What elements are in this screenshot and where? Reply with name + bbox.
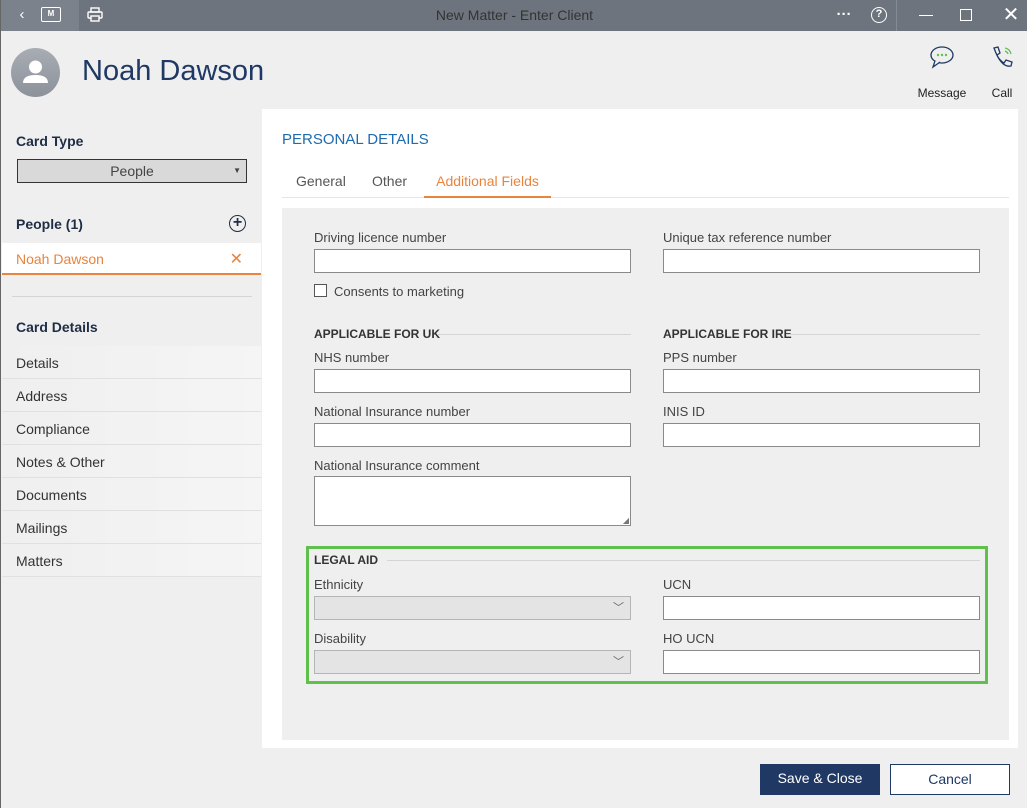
message-icon [930, 46, 954, 69]
driving-licence-label: Driving licence number [314, 230, 447, 245]
add-person-icon[interactable]: + [229, 215, 246, 232]
inis-label: INIS ID [663, 404, 705, 419]
ethnicity-label: Ethnicity [314, 577, 364, 592]
ni-label: National Insurance number [314, 404, 471, 419]
remove-person-icon[interactable]: ✕ [229, 251, 243, 268]
cancel-button[interactable]: Cancel [890, 764, 1010, 795]
window-title: New Matter - Enter Client [435, 7, 594, 23]
call-label: Call [991, 86, 1013, 100]
ucn-input[interactable] [663, 596, 980, 620]
uk-section-heading: APPLICABLE FOR UK [314, 327, 440, 341]
consents-checkbox[interactable] [314, 284, 327, 297]
ni-input[interactable] [314, 423, 631, 447]
divider [12, 296, 252, 297]
chevron-down-icon: ﹀ [613, 656, 624, 668]
utr-input[interactable] [663, 249, 980, 273]
ho-ucn-input[interactable] [663, 650, 980, 674]
ho-ucn-label: HO UCN [663, 631, 715, 646]
save-close-button[interactable]: Save & Close [760, 764, 880, 795]
divider [786, 334, 980, 335]
ire-section-heading: APPLICABLE FOR IRE [663, 327, 792, 341]
legal-aid-heading: LEGAL AID [314, 553, 379, 567]
person-name: Noah Dawson [16, 251, 104, 267]
ethnicity-select[interactable]: ﹀ [314, 596, 631, 620]
phone-icon [993, 46, 1013, 67]
divider [896, 0, 897, 31]
minimize-icon[interactable] [919, 15, 933, 16]
caret-down-icon: ▼ [233, 166, 241, 175]
matter-folder-icon[interactable]: M [41, 7, 61, 22]
maximize-icon[interactable] [960, 9, 972, 21]
disability-select[interactable]: ﹀ [314, 650, 631, 674]
message-label: Message [917, 86, 967, 100]
sidebar-item-address[interactable]: Address [2, 379, 261, 412]
nhs-input[interactable] [314, 369, 631, 393]
chevron-left-icon[interactable]: ‹ [19, 6, 25, 23]
sidebar-item-mailings[interactable]: Mailings [2, 511, 261, 544]
driving-licence-input[interactable] [314, 249, 631, 273]
sidebar-item-notes[interactable]: Notes & Other [2, 445, 261, 478]
inis-input[interactable] [663, 423, 980, 447]
card-type-label: Card Type [16, 133, 84, 149]
tab-other[interactable]: Other [372, 173, 408, 189]
sidebar-item-documents[interactable]: Documents [2, 478, 261, 511]
people-label: People (1) [16, 216, 83, 232]
card-type-select[interactable]: People ▼ [17, 159, 247, 183]
legal-aid-highlight [306, 546, 988, 684]
ucn-label: UCN [663, 577, 692, 592]
section-title: PERSONAL DETAILS [282, 131, 429, 148]
chevron-down-icon: ﹀ [613, 602, 624, 614]
tab-divider [282, 197, 1009, 198]
tab-general[interactable]: General [296, 173, 346, 189]
nhs-label: NHS number [314, 350, 390, 365]
call-button[interactable]: Call [985, 45, 1019, 100]
sidebar-item-matters[interactable]: Matters [2, 544, 261, 577]
message-button[interactable]: Message [913, 45, 971, 100]
divider [437, 334, 631, 335]
pps-label: PPS number [663, 350, 737, 365]
help-icon[interactable]: ? [871, 7, 887, 23]
tab-additional-fields[interactable]: Additional Fields [424, 173, 551, 198]
ni-comment-label: National Insurance comment [314, 458, 480, 473]
contact-name: Noah Dawson [82, 55, 265, 87]
pps-input[interactable] [663, 369, 980, 393]
folder-letter: M [47, 9, 55, 18]
consents-label: Consents to marketing [334, 284, 465, 299]
title-bar-nav [1, 0, 79, 31]
card-details-label: Card Details [16, 319, 98, 335]
disability-label: Disability [314, 631, 367, 646]
resize-handle-icon[interactable]: ◢ [622, 516, 629, 525]
ni-comment-textarea[interactable]: ◢ [314, 476, 631, 526]
person-item[interactable]: Noah Dawson ✕ [2, 243, 261, 275]
card-type-value: People [110, 163, 154, 179]
close-icon[interactable]: ✕ [1002, 4, 1020, 26]
printer-icon[interactable] [87, 7, 103, 23]
ellipsis-icon[interactable]: ··· [836, 6, 852, 23]
title-bar [1, 0, 1027, 31]
avatar [11, 48, 60, 97]
divider [387, 560, 980, 561]
sidebar-item-details[interactable]: Details [2, 346, 261, 379]
utr-label: Unique tax reference number [663, 230, 832, 245]
sidebar-item-compliance[interactable]: Compliance [2, 412, 261, 445]
